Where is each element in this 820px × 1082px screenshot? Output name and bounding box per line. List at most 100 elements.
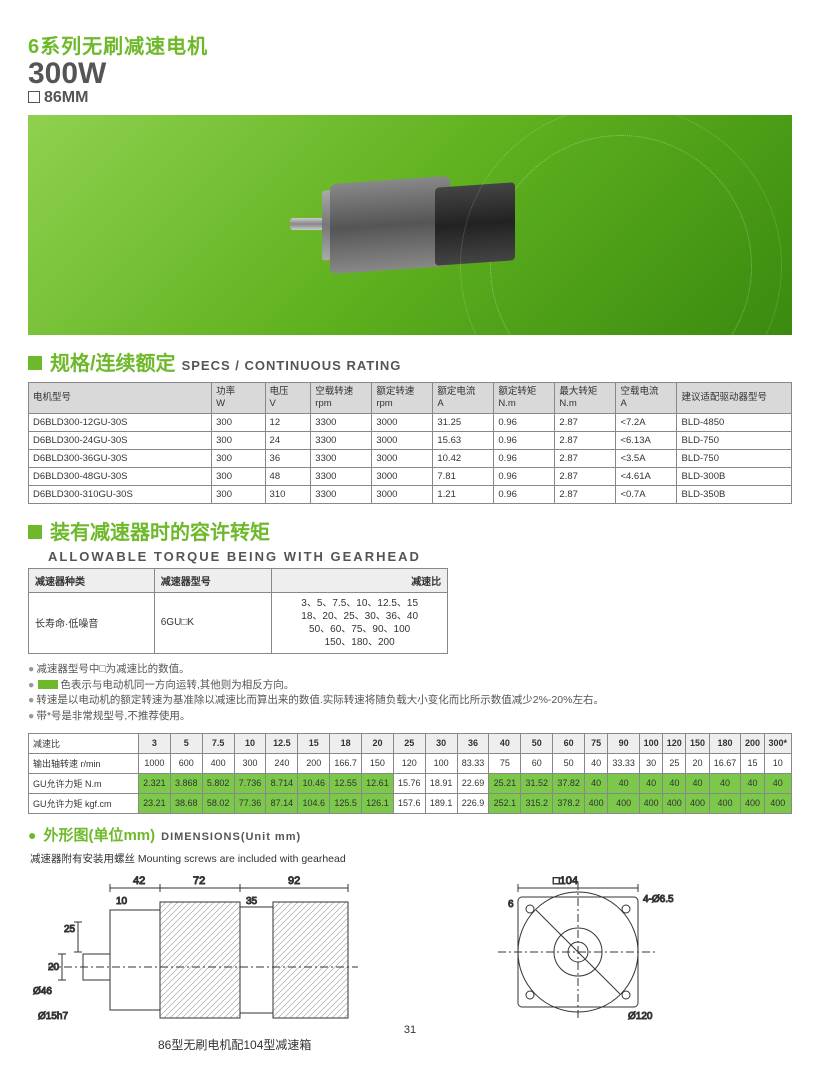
table-cell: 300 (212, 449, 265, 467)
specs-title-cn: 规格/连续额定 (50, 347, 176, 376)
gh-col1: 减速器种类 (29, 568, 155, 592)
table-cell: 3300 (311, 467, 372, 485)
note-line: ●减速器型号中□为减速比的数值。 (28, 662, 792, 678)
torque-cell: 104.6 (298, 793, 330, 813)
gearhead-title-en: ALLOWABLE TORQUE BEING WITH GEARHEAD (48, 549, 792, 564)
torque-table: 减速比357.51012.515182025303640506075901001… (28, 733, 792, 814)
table-cell: <0.7A (616, 485, 677, 503)
torque-cell: 15 (741, 753, 764, 773)
specs-col-header: 最大转矩N.m (555, 383, 616, 414)
svg-text:72: 72 (193, 875, 205, 887)
torque-cell: 40 (640, 773, 663, 793)
table-cell: D6BLD300-36GU-30S (29, 449, 212, 467)
torque-cell: 40 (663, 773, 686, 793)
torque-cell: 50 (553, 753, 585, 773)
title-block: 6系列无刷减速电机 300W 86MM (28, 30, 792, 107)
torque-cell: 8.714 (266, 773, 298, 793)
torque-cell: 40 (741, 773, 764, 793)
drawing-caption: 86型无刷电机配104型减速箱 (158, 1036, 792, 1053)
svg-text:10: 10 (116, 896, 128, 907)
size-value: 86MM (44, 89, 88, 106)
dims-title-en: DIMENSIONS(Unit mm) (161, 831, 301, 843)
torque-cell: 22.69 (457, 773, 489, 793)
table-cell: <4.61A (616, 467, 677, 485)
torque-cell: 40 (585, 753, 608, 773)
table-cell: 31.25 (433, 413, 494, 431)
torque-cell: 20 (362, 733, 394, 753)
table-cell: BLD-750 (677, 431, 792, 449)
table-cell: D6BLD300-24GU-30S (29, 431, 212, 449)
torque-cell: 400 (686, 793, 709, 813)
torque-row-label: 输出轴转速 r/min (29, 753, 139, 773)
gh-v3: 3、5、7.5、10、12.5、15 18、20、25、30、36、40 50、… (272, 592, 448, 653)
table-cell: 24 (265, 431, 311, 449)
torque-cell: 315.2 (521, 793, 553, 813)
table-cell: 300 (212, 485, 265, 503)
torque-cell: 100 (640, 733, 663, 753)
torque-cell: 120 (393, 753, 425, 773)
size-title: 86MM (28, 89, 792, 107)
torque-cell: 300 (234, 753, 266, 773)
torque-cell: 3.868 (170, 773, 202, 793)
torque-cell: 16.67 (709, 753, 741, 773)
torque-cell: 150 (362, 753, 394, 773)
svg-text:Ø15h7: Ø15h7 (38, 1011, 68, 1022)
torque-cell: 20 (686, 753, 709, 773)
table-cell: 3300 (311, 413, 372, 431)
torque-cell: 400 (741, 793, 764, 813)
torque-cell: 12.61 (362, 773, 394, 793)
torque-cell: 180 (709, 733, 741, 753)
hero-banner (28, 115, 792, 335)
torque-cell: 3 (139, 733, 171, 753)
table-row: D6BLD300-310GU-30S300310330030001.210.96… (29, 485, 792, 503)
torque-cell: 300* (764, 733, 791, 753)
specs-col-header: 空载转速rpm (311, 383, 372, 414)
table-cell: 12 (265, 413, 311, 431)
torque-cell: 252.1 (489, 793, 521, 813)
table-cell: 1.21 (433, 485, 494, 503)
table-cell: 3300 (311, 449, 372, 467)
table-cell: 0.96 (494, 413, 555, 431)
torque-cell: 12.55 (330, 773, 362, 793)
torque-cell: 240 (266, 753, 298, 773)
table-row: D6BLD300-12GU-30S300123300300031.250.962… (29, 413, 792, 431)
table-cell: 2.87 (555, 413, 616, 431)
table-cell: 310 (265, 485, 311, 503)
table-cell: 300 (212, 413, 265, 431)
table-cell: 0.96 (494, 431, 555, 449)
torque-cell: 37.82 (553, 773, 585, 793)
torque-cell: 600 (170, 753, 202, 773)
dims-title-cn: 外形图(单位mm) (43, 824, 155, 845)
torque-cell: 400 (640, 793, 663, 813)
gh-col2: 减速器型号 (154, 568, 271, 592)
table-cell: 3300 (311, 431, 372, 449)
table-cell: 3000 (372, 467, 433, 485)
torque-cell: 60 (521, 753, 553, 773)
svg-text:92: 92 (288, 875, 300, 887)
svg-text:6: 6 (508, 899, 514, 910)
torque-row-label: 减速比 (29, 733, 139, 753)
table-cell: 3300 (311, 485, 372, 503)
series-title: 6系列无刷减速电机 (28, 30, 792, 59)
torque-cell: 12.5 (266, 733, 298, 753)
table-cell: BLD-300B (677, 467, 792, 485)
note-line: ●转速是以电动机的额定转速为基准除以减速比而算出来的数值.实际转速将随负载大小变… (28, 693, 792, 709)
torque-cell: 400 (585, 793, 608, 813)
torque-cell: 166.7 (330, 753, 362, 773)
torque-cell: 40 (686, 773, 709, 793)
table-cell: 3000 (372, 485, 433, 503)
green-swatch-icon (38, 680, 58, 689)
table-row: D6BLD300-24GU-30S300243300300015.630.962… (29, 431, 792, 449)
page-root: 6系列无刷减速电机 300W 86MM 规格/连续额定 SPECS / CONT… (0, 0, 820, 1063)
table-cell: BLD-4850 (677, 413, 792, 431)
torque-cell: 25.21 (489, 773, 521, 793)
specs-col-header: 额定转矩N.m (494, 383, 555, 414)
table-cell: 3000 (372, 431, 433, 449)
note-line: ●色表示与电动机同一方向运转,其他则为相反方向。 (28, 678, 792, 694)
torque-cell: 58.02 (202, 793, 234, 813)
torque-cell: 7.736 (234, 773, 266, 793)
torque-cell: 10.46 (298, 773, 330, 793)
gh-v1: 长寿命·低噪音 (29, 592, 155, 653)
torque-cell: 150 (686, 733, 709, 753)
torque-cell: 40 (608, 773, 640, 793)
